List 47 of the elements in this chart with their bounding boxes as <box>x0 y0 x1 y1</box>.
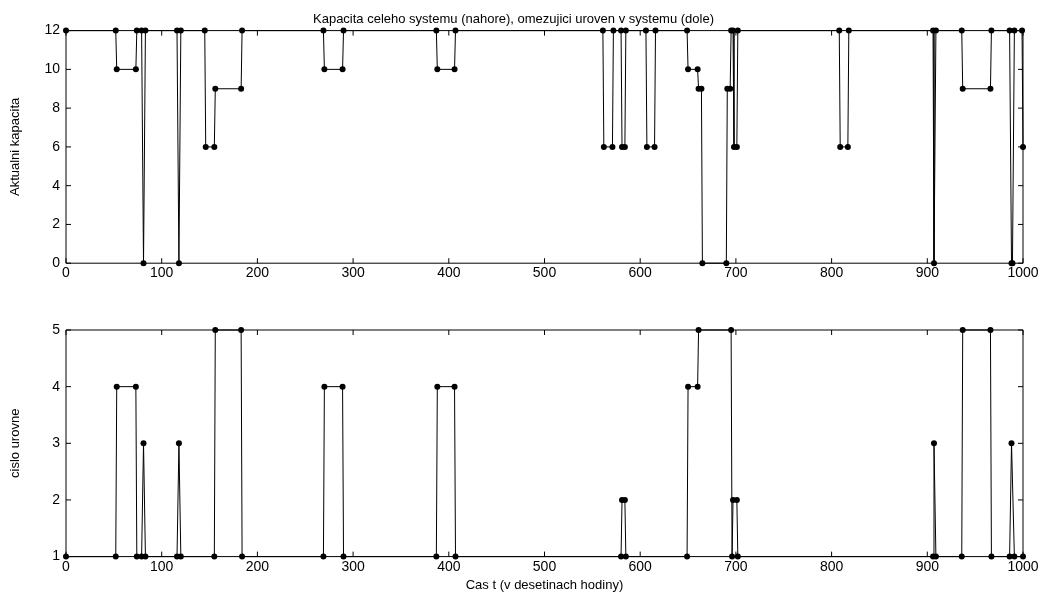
y-tick-label: 3 <box>52 434 61 451</box>
point <box>175 440 182 447</box>
y-axis-title: cislo urovne <box>7 408 23 478</box>
x-tick-label: 600 <box>628 264 653 281</box>
x-tick-label: 1000 <box>1007 557 1039 574</box>
point <box>931 440 937 447</box>
x-tick-label: 800 <box>819 264 844 281</box>
point <box>434 383 441 390</box>
point <box>1008 440 1015 447</box>
x-tick-label: 300 <box>341 557 365 574</box>
chart-title: Kapacita celeho systemu (nahore), omezujici uroven v systemu (dole) <box>312 11 715 27</box>
x-tick-label: 600 <box>628 557 653 574</box>
point <box>113 383 120 390</box>
y-tick-label: 6 <box>52 137 61 154</box>
y-tick-label: 8 <box>52 98 61 115</box>
point <box>140 440 147 447</box>
x-tick-label: 900 <box>915 557 940 574</box>
x-tick-label: 400 <box>437 264 461 281</box>
point <box>321 383 328 390</box>
y-tick-label: 4 <box>52 176 61 193</box>
point <box>339 383 346 390</box>
x-tick-label: 200 <box>245 264 270 281</box>
y-tick-label: 4 <box>52 377 61 394</box>
y-tick-label: 2 <box>52 215 61 232</box>
point <box>451 383 458 390</box>
x-tick-label: 800 <box>819 557 844 574</box>
y-tick-label: 12 <box>44 21 61 38</box>
x-tick-label: 100 <box>150 264 174 281</box>
x-tick-label: 700 <box>724 557 748 574</box>
x-tick-label: 900 <box>915 264 940 281</box>
x-tick-label: 200 <box>245 557 270 574</box>
y-tick-label: 2 <box>52 490 61 507</box>
y-tick-label: 5 <box>52 320 61 337</box>
x-tick-label: 100 <box>150 557 174 574</box>
x-axis-title: Cas t (v desetinach hodiny) <box>465 576 624 592</box>
y-tick-label: 10 <box>44 60 61 77</box>
y-tick-label: 1 <box>52 547 61 564</box>
x-tick-label: 500 <box>532 264 557 281</box>
point <box>685 383 692 390</box>
x-tick-label: 1000 <box>1007 264 1039 281</box>
x-tick-label: 700 <box>724 264 748 281</box>
x-tick-label: 400 <box>437 557 461 574</box>
point <box>694 383 701 390</box>
x-tick-label: 500 <box>532 557 557 574</box>
x-tick-label: 300 <box>341 264 365 281</box>
point <box>132 383 139 390</box>
y-axis-title: Aktualni kapacita <box>7 96 23 197</box>
